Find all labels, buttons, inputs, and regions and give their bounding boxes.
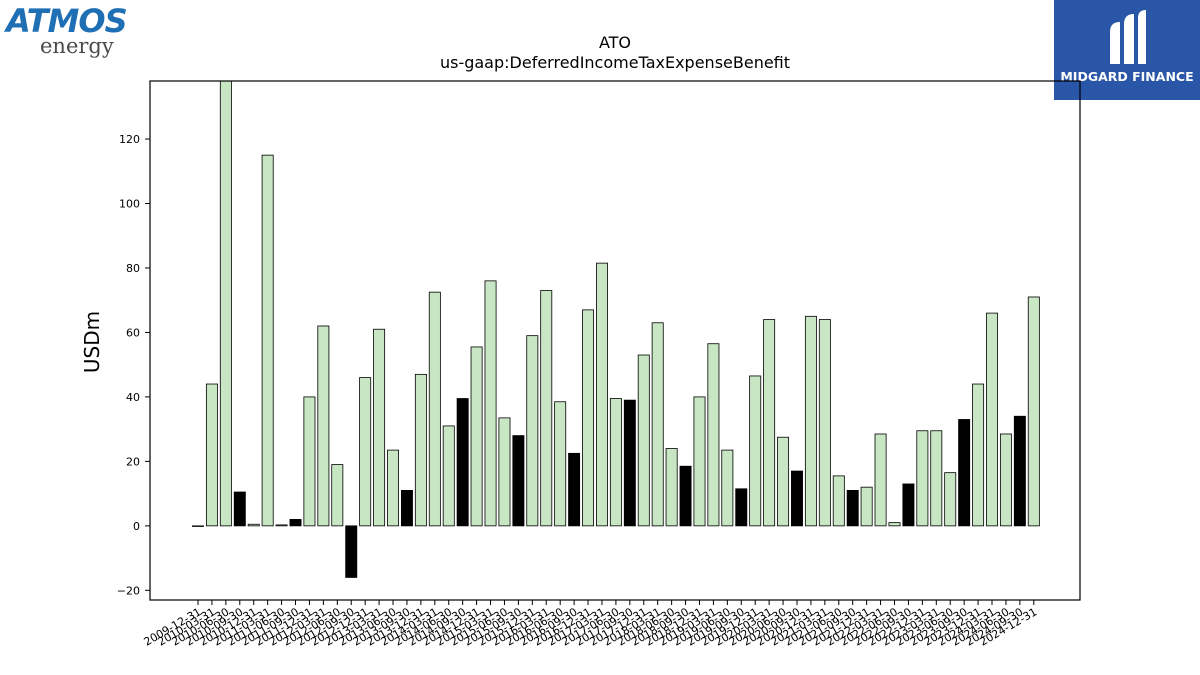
bar-2017-03-31 xyxy=(596,262,608,527)
bar-2016-09-30 xyxy=(568,452,581,527)
x-axis: 2009-12-312010-03-312010-06-302010-09-30… xyxy=(142,600,1039,649)
bar-2015-03-31 xyxy=(484,280,497,527)
bar-2022-09-30 xyxy=(902,483,915,527)
bar-2013-12-31 xyxy=(414,373,427,527)
bar-2013-03-31 xyxy=(373,328,386,527)
plot-frame xyxy=(149,80,1081,601)
bar-2014-06-30 xyxy=(442,425,455,527)
bar-2015-06-30 xyxy=(498,417,511,527)
bar-2023-09-30 xyxy=(958,419,971,527)
bar-2018-09-30 xyxy=(679,465,692,527)
bar-2017-09-30 xyxy=(623,399,636,527)
bar-2010-12-31 xyxy=(247,523,260,527)
y-tick-label: 40 xyxy=(126,391,140,404)
bar-2021-09-30 xyxy=(846,489,859,527)
y-axis: −20 0 20 40 60 80 100 120 xyxy=(117,133,150,597)
bar-2019-12-31 xyxy=(749,375,762,527)
bar-2013-09-30 xyxy=(400,489,413,527)
bar-2022-12-31 xyxy=(916,430,929,527)
bar-2010-09-30 xyxy=(233,491,246,527)
y-tick-label: 80 xyxy=(126,262,140,275)
bar-2023-03-31 xyxy=(930,430,943,527)
bar-2022-03-31 xyxy=(874,433,887,527)
bar-2011-09-30 xyxy=(289,519,302,527)
bar-2021-06-30 xyxy=(832,475,845,527)
bar-2020-12-31 xyxy=(804,315,817,527)
bar-2020-06-30 xyxy=(777,436,790,527)
logo-brand-text: ATMOS xyxy=(6,2,128,40)
bar-2018-12-31 xyxy=(693,396,706,527)
atmos-energy-logo: ATMOS energy xyxy=(6,4,130,60)
bars-layer xyxy=(192,80,1040,578)
bar-2017-06-30 xyxy=(609,398,622,527)
bar-2018-03-31 xyxy=(651,322,664,527)
bar-2021-03-31 xyxy=(818,319,831,527)
y-tick-label: −20 xyxy=(117,584,140,597)
y-tick-label: 20 xyxy=(126,455,140,468)
bar-2021-12-31 xyxy=(860,486,873,527)
bar-2015-09-30 xyxy=(512,435,525,527)
bar-2018-06-30 xyxy=(665,448,678,527)
logo-company-name: MIDGARD FINANCE xyxy=(1060,69,1194,84)
bar-2010-03-31 xyxy=(205,383,218,527)
bar-2012-12-31 xyxy=(359,377,372,527)
bar-2020-03-31 xyxy=(763,319,776,527)
bar-2010-06-30 xyxy=(219,80,232,527)
bar-2017-12-31 xyxy=(637,354,650,527)
chart-title: ATO xyxy=(599,33,631,52)
midgard-mark-icon xyxy=(1110,10,1146,64)
bar-2024-06-30 xyxy=(999,433,1012,527)
bar-2011-06-30 xyxy=(275,524,288,527)
bar-2012-06-30 xyxy=(331,464,344,527)
y-tick-label: 100 xyxy=(119,197,140,210)
bar-2020-09-30 xyxy=(791,470,803,527)
bar-2016-03-31 xyxy=(540,290,553,527)
bar-2023-06-30 xyxy=(944,472,957,527)
bar-2019-03-31 xyxy=(707,343,720,527)
bar-2022-06-30 xyxy=(888,522,901,527)
bar-2015-12-31 xyxy=(526,335,539,527)
bar-2016-06-30 xyxy=(554,401,567,527)
y-tick-label: 120 xyxy=(119,133,140,146)
bar-2011-03-31 xyxy=(261,154,274,527)
bar-2016-12-31 xyxy=(582,309,595,527)
bar-2019-06-30 xyxy=(721,449,734,527)
bar-2011-12-31 xyxy=(303,396,316,527)
midgard-finance-logo: MIDGARD FINANCE xyxy=(1054,0,1200,100)
bar-2014-09-30 xyxy=(456,398,469,527)
logo-sub-text: energy xyxy=(40,34,114,58)
y-tick-label: 60 xyxy=(126,326,140,339)
bar-2019-09-30 xyxy=(735,488,748,527)
bar-2024-03-31 xyxy=(986,312,998,527)
bar-2012-03-31 xyxy=(317,325,330,527)
bar-2024-12-31 xyxy=(1027,296,1040,527)
bar-2024-09-30 xyxy=(1013,415,1026,527)
chart-subtitle: us-gaap:DeferredIncomeTaxExpenseBenefit xyxy=(440,53,790,72)
y-tick-label: 0 xyxy=(133,520,140,533)
bar-2014-12-31 xyxy=(470,346,483,527)
bar-2009-12-31 xyxy=(192,525,204,527)
bar-2013-06-30 xyxy=(387,449,399,527)
y-axis-label: USDm xyxy=(80,311,104,373)
bar-2023-12-31 xyxy=(972,383,985,527)
bar-2014-03-31 xyxy=(428,291,441,527)
bar-2012-09-30 xyxy=(345,525,358,578)
